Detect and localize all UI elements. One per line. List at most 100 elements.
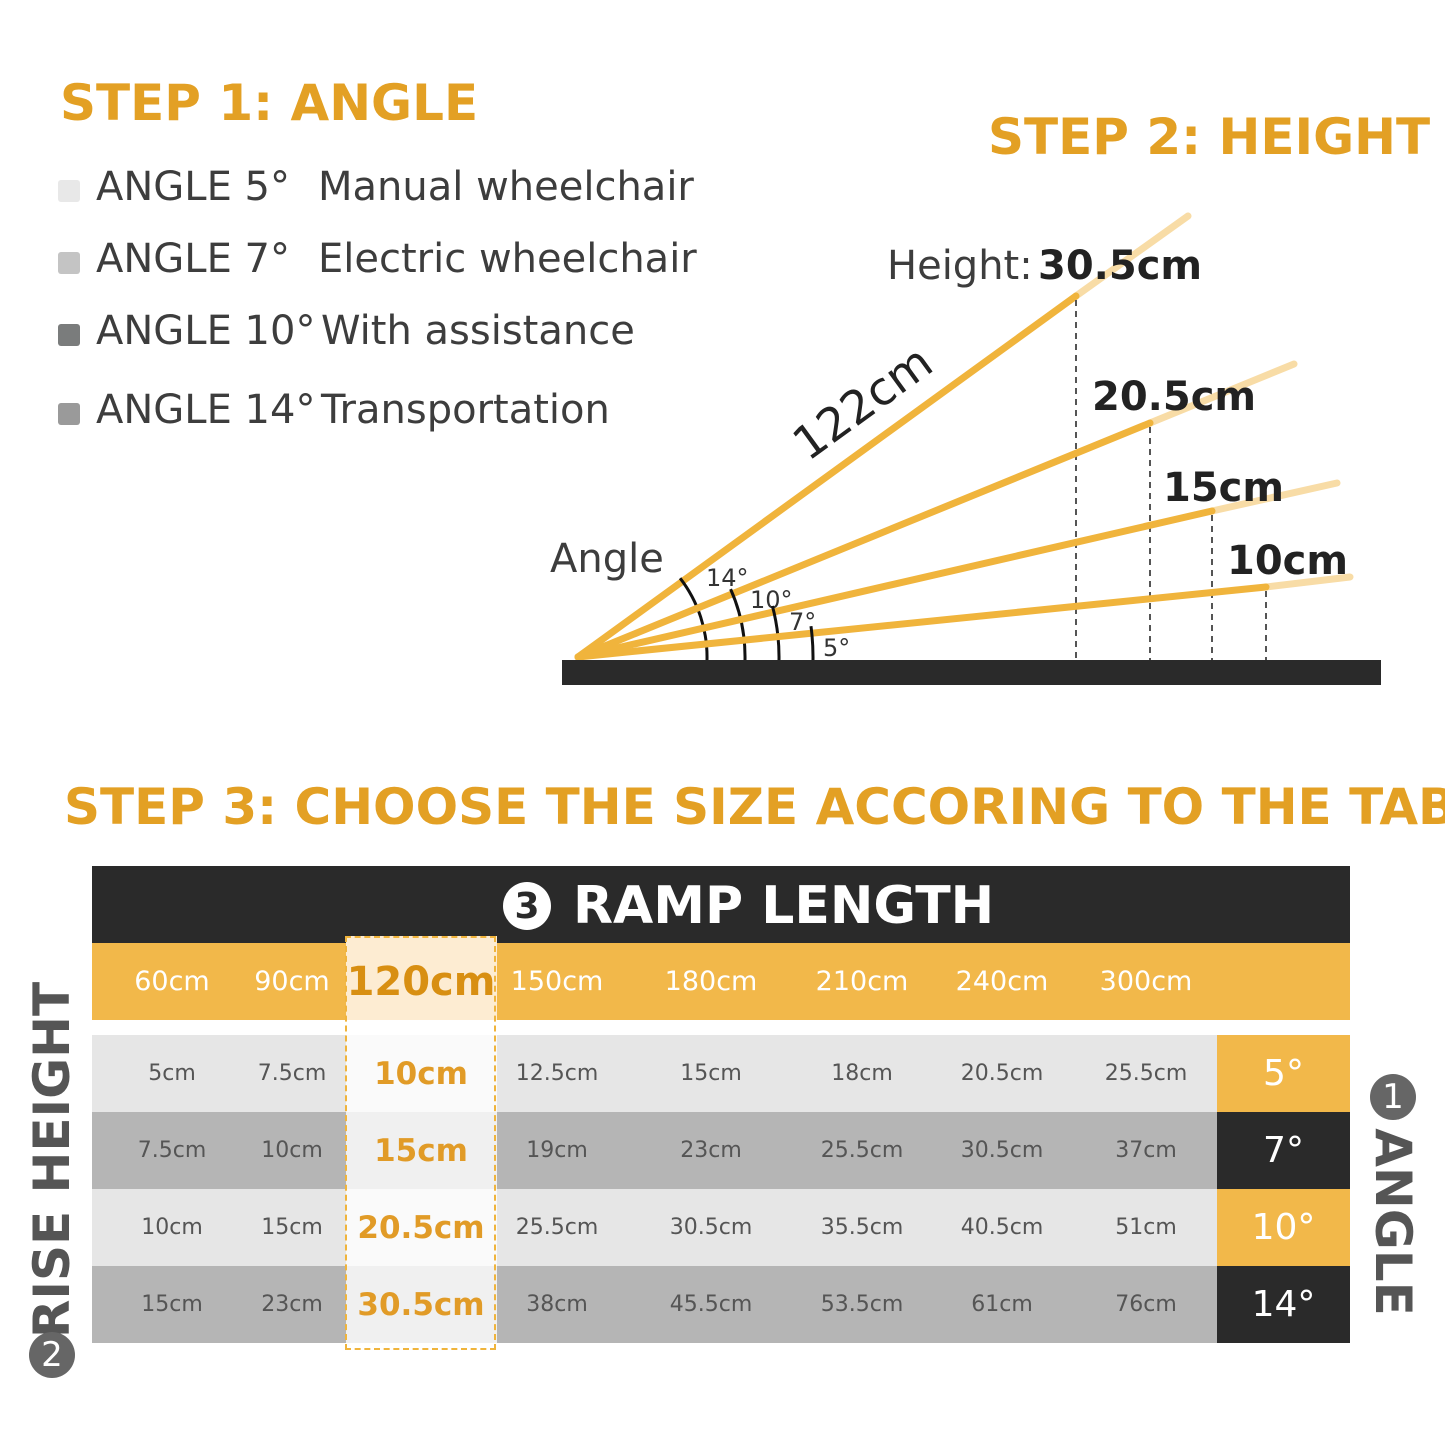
rise-height-cell: 20.5cm: [357, 1209, 485, 1246]
rise-height-cell: 15cm: [680, 1061, 742, 1086]
rise-height-cell: 23cm: [261, 1292, 323, 1317]
rise-height-cell: 35.5cm: [820, 1215, 904, 1240]
rise-height-cell: 38cm: [526, 1292, 588, 1317]
length-header-cell: 90cm: [254, 966, 330, 997]
highlight-cell-bg: [346, 1112, 497, 1189]
ramp-length-label: RAMP LENGTH: [573, 876, 995, 936]
angle-arc: [678, 577, 709, 661]
legend-swatch: [58, 180, 80, 202]
rise-height-cell: 25.5cm: [820, 1138, 904, 1163]
rise-height-cell: 12.5cm: [515, 1061, 599, 1086]
rise-height-cell: 19cm: [526, 1138, 588, 1163]
length-header-cell: 180cm: [664, 966, 758, 997]
step2-title: STEP 2: HEIGHT: [988, 108, 1431, 166]
table-row: [92, 1266, 1217, 1343]
table-row: [92, 1035, 1217, 1112]
rise-height-cell: 30.5cm: [669, 1215, 753, 1240]
legend-swatch: [58, 403, 80, 425]
rise-height-cell: 61cm: [971, 1292, 1033, 1317]
rise-height-cell: 23cm: [680, 1138, 742, 1163]
height-value: 10cm: [1227, 538, 1348, 584]
legend-description: With assistance: [321, 308, 635, 354]
ramp-line: [574, 419, 1154, 661]
height-caption: Height:: [887, 243, 1033, 289]
legend-swatch: [58, 252, 80, 274]
ramp-extension: [1262, 573, 1354, 591]
highlight-column-outline: [345, 936, 496, 1350]
length-header-cell: 240cm: [955, 966, 1049, 997]
rise-height-cell: 15cm: [374, 1132, 468, 1169]
ramp-extension: [1072, 212, 1192, 300]
highlight-cell-bg: [346, 1035, 497, 1112]
legend-angle: ANGLE 5°: [96, 164, 291, 210]
table-row: [92, 1189, 1217, 1266]
legend-description: Manual wheelchair: [318, 164, 694, 210]
rise-height-cell: 7.5cm: [137, 1138, 207, 1163]
length-header-cell: 120cm: [346, 958, 496, 1005]
rise-height-label: RISE HEIGHT: [23, 981, 81, 1339]
legend-angle: ANGLE 10°: [96, 308, 316, 354]
angle-cell: 10°: [1217, 1189, 1350, 1266]
highlight-cell-bg: [346, 1266, 497, 1343]
height-value: 20.5cm: [1092, 374, 1256, 420]
ramp-line: [574, 507, 1216, 661]
legend-description: Transportation: [321, 387, 610, 433]
legend-angle: ANGLE 14°: [96, 387, 316, 433]
legend-description: Electric wheelchair: [318, 236, 697, 282]
rise-height-cell: 30.5cm: [960, 1138, 1044, 1163]
height-value: 15cm: [1163, 465, 1284, 511]
legend-swatch: [58, 324, 80, 346]
rise-height-cell: 51cm: [1115, 1215, 1177, 1240]
length-header-cell: 60cm: [134, 966, 210, 997]
ramp-line: [574, 292, 1080, 661]
rise-height-cell: 53.5cm: [820, 1292, 904, 1317]
table-row: [92, 1112, 1217, 1189]
angle-cell: 14°: [1217, 1266, 1350, 1343]
length-row: [92, 943, 1350, 1020]
ramp-length-heading: 3 RAMP LENGTH: [503, 876, 994, 936]
angle-arc: [770, 605, 781, 661]
angle-label: 5°: [823, 634, 850, 662]
rise-height-cell: 20.5cm: [960, 1061, 1044, 1086]
table-header: [92, 866, 1350, 943]
rise-height-cell: 45.5cm: [669, 1292, 753, 1317]
angle-number-badge: 1: [1370, 1074, 1416, 1120]
rise-height-cell: 10cm: [261, 1138, 323, 1163]
rise-height-cell: 25.5cm: [1104, 1061, 1188, 1086]
step3-title: STEP 3: CHOOSE THE SIZE ACCORING TO THE …: [64, 778, 1445, 836]
rise-height-cell: 37cm: [1115, 1138, 1177, 1163]
ramp-line: [574, 583, 1270, 661]
ramp-length-number-badge: 3: [503, 882, 551, 930]
ramp-extension: [1208, 479, 1341, 515]
rise-height-cell: 7.5cm: [257, 1061, 327, 1086]
ground-bar: [562, 660, 1381, 685]
rise-height-cell: 15cm: [261, 1215, 323, 1240]
length-header-cell: 300cm: [1099, 966, 1193, 997]
ramp-extension: [1146, 360, 1298, 427]
length-header-cell: 210cm: [815, 966, 909, 997]
legend-angle: ANGLE 7°: [96, 236, 291, 282]
angle-side-label: ANGLE: [1364, 1128, 1422, 1316]
step1-title: STEP 1: ANGLE: [60, 74, 479, 132]
angle-caption: Angle: [550, 536, 664, 582]
rise-height-cell: 30.5cm: [357, 1286, 485, 1323]
rise-height-cell: 40.5cm: [960, 1215, 1044, 1240]
angle-arc: [809, 626, 815, 661]
rise-height-cell: 25.5cm: [515, 1215, 599, 1240]
length-header-cell: 150cm: [510, 966, 604, 997]
rise-height-cell: 18cm: [831, 1061, 893, 1086]
rise-height-number-badge: 2: [29, 1332, 75, 1378]
highlight-cell-bg: [346, 1189, 497, 1266]
height-value: 30.5cm: [1038, 243, 1202, 289]
rise-height-cell: 5cm: [148, 1061, 196, 1086]
angle-cell: 7°: [1217, 1112, 1350, 1189]
rise-height-cell: 10cm: [374, 1055, 468, 1092]
angle-cell: 5°: [1217, 1035, 1350, 1112]
highlight-header-bg: [346, 936, 497, 1020]
rise-height-cell: 76cm: [1115, 1292, 1177, 1317]
rise-height-cell: 15cm: [141, 1292, 203, 1317]
angle-arc: [729, 588, 747, 661]
rise-height-cell: 10cm: [141, 1215, 203, 1240]
